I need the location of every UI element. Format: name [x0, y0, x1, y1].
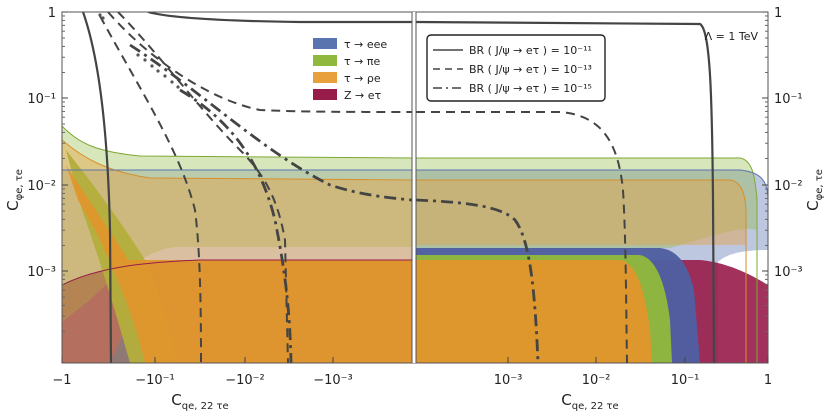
x-tick-label-right: 10⁻²: [582, 373, 611, 388]
y-tick-label-right: 1: [774, 6, 782, 21]
x-tick-label-left: −10⁻²: [225, 373, 265, 388]
legend-swatch: [313, 38, 337, 49]
region-tau-pie-left: [62, 126, 412, 322]
contour-solid-top: [147, 12, 412, 24]
legend-fill: τ → eee τ → πe τ → ρe Z → eτ: [313, 38, 387, 102]
legend-line-label: BR ( J/ψ → eτ ) = 10⁻¹¹: [469, 44, 592, 57]
x-tick-label-right: 10⁻¹: [671, 373, 700, 388]
y-tick-label-right: 10⁻²: [774, 179, 803, 194]
x-tick-label-right: 1: [764, 373, 772, 388]
y-tick-label-left: 10⁻²: [27, 179, 56, 194]
outline-z-etau-left: [62, 259, 412, 286]
legend-fill-label: Z → eτ: [344, 89, 382, 102]
contours-solid: [81, 12, 716, 363]
legend-swatch: [313, 89, 337, 100]
legend-lines: BR ( J/ψ → eτ ) = 10⁻¹¹ BR ( J/ψ → eτ ) =…: [433, 44, 592, 95]
contour-solid-right: [416, 20, 716, 363]
legend-lines-box: [426, 34, 606, 102]
x-tick-label-right: 10⁻³: [494, 373, 523, 388]
region-tau-rhoe-core-right: [416, 260, 652, 363]
x-tick-label-left: −10⁻¹: [135, 373, 175, 388]
regions-left: [62, 126, 412, 363]
x-axis-title-right: Cqe, 22 τe: [561, 391, 618, 412]
legend-fill-label: τ → ρe: [344, 72, 381, 85]
legend-swatch: [313, 72, 337, 83]
contours-dashdot: [129, 43, 540, 363]
outline-tau-rhoe-right: [416, 179, 747, 363]
legend-line-label: BR ( J/ψ → eτ ) = 10⁻¹³: [469, 63, 592, 76]
contour-dashed-right: [416, 111, 628, 363]
x-tick-label-left: −10⁻³: [313, 373, 353, 388]
outline-tau-pie-left: [62, 125, 412, 159]
contours-dashed: [99, 12, 628, 363]
contour-dashdot-right: [416, 198, 540, 363]
region-tau-rhoe-right: [416, 180, 746, 245]
scatter-noise: [98, 13, 180, 89]
y-axis-title-left: Cφe, τe: [4, 169, 25, 211]
legend-swatch: [313, 55, 337, 66]
y-tick-label-left: 10⁻³: [27, 265, 56, 280]
contour-dashed-mid-left: [117, 12, 289, 363]
legend-fill-label: τ → eee: [344, 38, 387, 51]
outline-tau-rhoe-left: [62, 139, 412, 181]
lambda-annotation: Λ = 1 TeV: [705, 30, 759, 43]
regions-right: [416, 158, 768, 363]
outline-tau-pie-right: [416, 157, 758, 363]
contour-solid-left: [81, 12, 113, 363]
y-tick-label-left: 1: [48, 6, 56, 21]
axes: 1 1 10⁻¹ 10⁻¹ 10⁻² 10⁻² 10⁻³ 10⁻³ −1 −10⁻¹ −10⁻² −1…: [27, 6, 802, 388]
contour-dashed-inner-left: [99, 15, 202, 363]
legend-fill-label: τ → πe: [344, 55, 380, 68]
contour-dashed-outer-left: [107, 12, 412, 113]
y-tick-label-right: 10⁻¹: [774, 92, 803, 107]
y-axis-title-right: Cφe, τe: [804, 169, 825, 211]
y-tick-label-right: 10⁻³: [774, 265, 803, 280]
legend-line-label: BR ( J/ψ → eτ ) = 10⁻¹⁵: [469, 82, 592, 95]
region-tau-rhoe-core-left: [66, 165, 412, 363]
x-tick-label-left: −1: [52, 373, 71, 388]
y-tick-label-left: 10⁻¹: [27, 92, 56, 107]
x-axis-title-left: Cqe, 22 τe: [171, 391, 228, 412]
